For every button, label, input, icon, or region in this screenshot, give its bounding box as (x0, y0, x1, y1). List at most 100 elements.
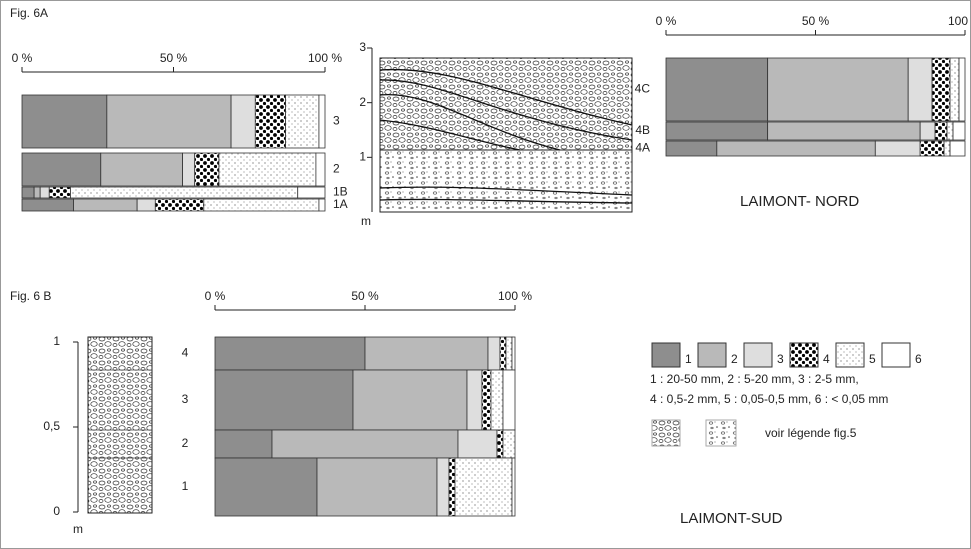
fig-label: Fig. 6 B (10, 289, 51, 303)
bar-segment (255, 95, 285, 148)
legend-note: 4 : 0,5-2 mm, 5 : 0,05-0,5 mm, 6 : < 0,0… (650, 392, 888, 406)
legend-label: 6 (915, 352, 922, 366)
bar-segment (953, 122, 965, 140)
category-label: 1A (333, 197, 348, 211)
bar-segment (482, 370, 491, 430)
bar-segment (219, 153, 316, 186)
bar-segment (458, 430, 497, 458)
bar-segment (455, 458, 512, 516)
bar-segment (932, 58, 950, 121)
depth-tick-label: 1 (359, 150, 366, 164)
bar-segment (488, 337, 500, 370)
category-label: 4A (635, 141, 650, 155)
bar-segment (215, 430, 272, 458)
bar-segment (959, 58, 965, 121)
bar-segment (155, 199, 203, 211)
bar-segment (215, 458, 317, 516)
bar-segment (503, 430, 515, 458)
bar-segment (947, 122, 953, 140)
bar-segment (875, 141, 920, 156)
bar-segment (107, 95, 231, 148)
x-tick-label: 100 % (498, 289, 532, 303)
legend-label: 5 (869, 352, 876, 366)
bar-segment (22, 199, 74, 211)
bar-segment (449, 458, 455, 516)
bar-segment (319, 95, 325, 148)
x-tick-label: 0 % (12, 51, 33, 65)
bar-segment (49, 187, 70, 198)
bar-segment (183, 153, 195, 186)
depth-unit: m (361, 214, 371, 228)
depth-tick-label: 0,5 (43, 419, 60, 433)
site-label: LAIMONT- NORD (740, 193, 859, 210)
bar-segment (717, 141, 875, 156)
figure: Fig. 6A Fig. 6 B LAIMONT- NORD LAIMONT-S… (0, 0, 971, 549)
bar-segment (22, 95, 107, 148)
bar-segment (666, 141, 717, 156)
bar-segment (137, 199, 155, 211)
bar-segment (666, 58, 768, 121)
bar-segment (920, 141, 944, 156)
bar-segment (101, 153, 183, 186)
bar-segment (503, 370, 515, 430)
bar-segment (319, 199, 325, 211)
bar-segment (286, 95, 319, 148)
category-label: 3 (182, 392, 189, 406)
category-label: 4 (182, 346, 189, 360)
bar-segment (497, 430, 503, 458)
legend-label: 4 (823, 352, 830, 366)
bar-segment (768, 122, 920, 140)
bar-segment (365, 337, 488, 370)
bar-segment (215, 337, 365, 370)
bar-segment (74, 199, 138, 211)
bar-segment (437, 458, 449, 516)
x-tick-label: 50 % (160, 51, 188, 65)
bar-segment (666, 122, 768, 140)
legend-label: 2 (731, 352, 738, 366)
bar-segment (500, 337, 506, 370)
x-tick-label: 50 % (351, 289, 379, 303)
bar-segment (944, 141, 950, 156)
legend-swatch (882, 343, 910, 367)
bar-segment (215, 370, 353, 430)
bar-segment (512, 337, 515, 370)
category-label: 4B (635, 123, 650, 137)
category-label: 2 (182, 436, 189, 450)
x-tick-label: 0 % (656, 14, 677, 28)
category-label: 1 (182, 479, 189, 493)
legend-swatch (836, 343, 864, 367)
gravel-column (88, 337, 152, 513)
bar-segment (506, 337, 512, 370)
gravel-layer (380, 58, 632, 150)
site-label: LAIMONT-SUD (680, 510, 783, 527)
depth-unit: m (73, 522, 83, 536)
legend-swatch (790, 343, 818, 367)
bar-segment (353, 370, 467, 430)
category-label: 2 (333, 162, 340, 176)
bar-segment (316, 153, 325, 186)
bar-segment (34, 187, 40, 198)
bar-segment (298, 187, 325, 198)
bar-segment (317, 458, 437, 516)
bar-segment (204, 199, 319, 211)
fig-label: Fig. 6A (10, 6, 48, 20)
bar-segment (22, 187, 34, 198)
legend-swatch (652, 420, 680, 446)
bar-segment (272, 430, 458, 458)
legend-label: 1 (685, 352, 692, 366)
bar-segment (22, 153, 101, 186)
legend-swatch (698, 343, 726, 367)
depth-tick-label: 2 (359, 95, 366, 109)
category-label: 3 (333, 114, 340, 128)
bar-segment (467, 370, 482, 430)
bar-segment (908, 58, 932, 121)
bar-segment (70, 187, 297, 198)
legend-note: voir légende fig.5 (765, 426, 857, 440)
bar-segment (950, 58, 959, 121)
depth-tick-label: 1 (53, 334, 60, 348)
category-label: 4C (635, 82, 651, 96)
x-tick-label: 100 % (948, 14, 971, 28)
x-tick-label: 50 % (802, 14, 830, 28)
bar-segment (768, 58, 909, 121)
bar-segment (491, 370, 503, 430)
